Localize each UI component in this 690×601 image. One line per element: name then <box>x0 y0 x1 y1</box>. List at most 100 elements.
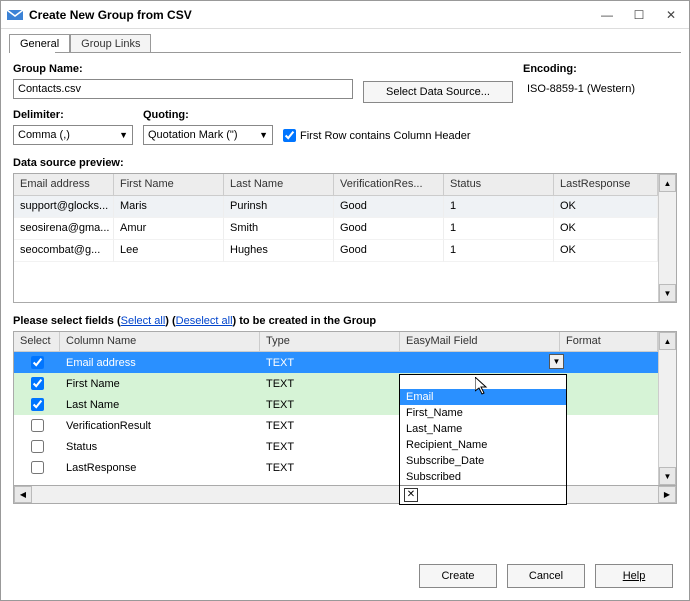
preview-scrollbar[interactable]: ▲ ▼ <box>658 174 676 302</box>
field-checkbox[interactable] <box>31 440 44 453</box>
field-name: First Name <box>60 373 260 394</box>
preview-col-5[interactable]: LastResponse <box>554 174 658 196</box>
preview-row[interactable]: seocombat@g...LeeHughesGood1OK <box>14 240 658 262</box>
tab-group-links[interactable]: Group Links <box>70 34 151 53</box>
close-icon[interactable]: ✕ <box>659 8 683 22</box>
cancel-button[interactable]: Cancel <box>507 564 585 588</box>
field-name: Email address <box>60 352 260 373</box>
field-easymail[interactable] <box>400 352 560 373</box>
dropdown-option[interactable]: Subscribed <box>400 469 566 485</box>
fields-scrollbar[interactable]: ▲ ▼ <box>658 332 676 485</box>
preview-cell: Lee <box>114 240 224 262</box>
preview-label: Data source preview: <box>13 157 677 169</box>
dropdown-close-icon[interactable]: ✕ <box>404 488 418 502</box>
fields-hscrollbar[interactable]: ◀ ▶ <box>13 486 677 504</box>
encoding-value <box>523 79 677 99</box>
select-data-source-button[interactable]: Select Data Source... <box>363 81 513 103</box>
create-button[interactable]: Create <box>419 564 497 588</box>
field-format <box>560 394 658 415</box>
preview-col-4[interactable]: Status <box>444 174 554 196</box>
quoting-label: Quoting: <box>143 109 273 121</box>
preview-col-1[interactable]: First Name <box>114 174 224 196</box>
select-all-link[interactable]: Select all <box>121 315 166 327</box>
encoding-label: Encoding: <box>523 63 677 75</box>
scroll-right-icon[interactable]: ▶ <box>658 486 676 503</box>
field-checkbox[interactable] <box>31 356 44 369</box>
preview-cell: Smith <box>224 218 334 240</box>
field-checkbox-cell[interactable] <box>14 352 60 373</box>
fields-col-3[interactable]: EasyMail Field <box>400 332 560 352</box>
scroll-up-icon[interactable]: ▲ <box>659 332 676 350</box>
preview-cell: OK <box>554 218 658 240</box>
fields-header: SelectColumn NameTypeEasyMail FieldForma… <box>14 332 658 352</box>
group-name-label: Group Name: <box>13 63 353 75</box>
preview-cell: OK <box>554 240 658 262</box>
preview-col-3[interactable]: VerificationRes... <box>334 174 444 196</box>
scroll-down-icon[interactable]: ▼ <box>659 284 676 302</box>
preview-cell: 1 <box>444 196 554 218</box>
preview-row[interactable]: seosirena@gma...AmurSmithGood1OK <box>14 218 658 240</box>
deselect-all-link[interactable]: Deselect all <box>176 315 233 327</box>
quoting-select[interactable]: Quotation Mark (") ▼ <box>143 125 273 145</box>
dropdown-option[interactable]: Last_Name <box>400 421 566 437</box>
scroll-left-icon[interactable]: ◀ <box>14 486 32 503</box>
field-checkbox-cell[interactable] <box>14 394 60 415</box>
help-button[interactable]: Help <box>595 564 673 588</box>
general-panel: Group Name: Select Data Source... Encodi… <box>1 53 689 552</box>
preview-cell: 1 <box>444 240 554 262</box>
field-checkbox-cell[interactable] <box>14 457 60 478</box>
field-type: TEXT <box>260 457 400 478</box>
tab-row: General Group Links <box>1 29 689 52</box>
field-type: TEXT <box>260 415 400 436</box>
field-checkbox-cell[interactable] <box>14 415 60 436</box>
cursor-icon <box>475 377 491 400</box>
maximize-icon[interactable]: ☐ <box>627 8 651 22</box>
dropdown-option[interactable]: First_Name <box>400 405 566 421</box>
tab-general[interactable]: General <box>9 34 70 53</box>
field-checkbox-cell[interactable] <box>14 373 60 394</box>
field-checkbox[interactable] <box>31 377 44 390</box>
field-format <box>560 373 658 394</box>
preview-col-2[interactable]: Last Name <box>224 174 334 196</box>
quoting-value: Quotation Mark (") <box>148 129 238 141</box>
easymail-dropdown-trigger[interactable]: ▼ <box>549 354 564 369</box>
titlebar: Create New Group from CSV — ☐ ✕ <box>1 1 689 29</box>
delimiter-select[interactable]: Comma (,) ▼ <box>13 125 133 145</box>
minimize-icon[interactable]: — <box>595 8 619 22</box>
preview-col-0[interactable]: Email address <box>14 174 114 196</box>
field-format <box>560 436 658 457</box>
scroll-down-icon[interactable]: ▼ <box>659 467 676 485</box>
fields-col-0[interactable]: Select <box>14 332 60 352</box>
field-format <box>560 352 658 373</box>
field-checkbox[interactable] <box>31 461 44 474</box>
scroll-up-icon[interactable]: ▲ <box>659 174 676 192</box>
field-checkbox[interactable] <box>31 398 44 411</box>
preview-row[interactable]: support@glocks...MarisPurinshGood1OK <box>14 196 658 218</box>
preview-cell: support@glocks... <box>14 196 114 218</box>
field-name: Status <box>60 436 260 457</box>
tab-border <box>9 52 681 53</box>
field-type: TEXT <box>260 394 400 415</box>
field-checkbox[interactable] <box>31 419 44 432</box>
field-type: TEXT <box>260 436 400 457</box>
dialog-window: Create New Group from CSV — ☐ ✕ General … <box>0 0 690 601</box>
dropdown-option[interactable]: Recipient_Name <box>400 437 566 453</box>
dropdown-option[interactable]: Subscribe_Date <box>400 453 566 469</box>
field-format <box>560 457 658 478</box>
chevron-down-icon: ▼ <box>119 130 128 140</box>
first-row-checkbox-wrap[interactable]: First Row contains Column Header <box>283 129 471 142</box>
window-title: Create New Group from CSV <box>29 8 595 22</box>
field-checkbox-cell[interactable] <box>14 436 60 457</box>
preview-cell: OK <box>554 196 658 218</box>
first-row-checkbox[interactable] <box>283 129 296 142</box>
fields-col-4[interactable]: Format <box>560 332 658 352</box>
dropdown-close-row: ✕ <box>400 485 566 504</box>
app-icon <box>7 7 23 23</box>
field-type: TEXT <box>260 373 400 394</box>
group-name-input[interactable] <box>13 79 353 99</box>
preview-cell: seosirena@gma... <box>14 218 114 240</box>
fields-col-1[interactable]: Column Name <box>60 332 260 352</box>
fields-col-2[interactable]: Type <box>260 332 400 352</box>
chevron-down-icon: ▼ <box>259 130 268 140</box>
fields-label: Please select fields (Select all) (Desel… <box>13 315 677 327</box>
